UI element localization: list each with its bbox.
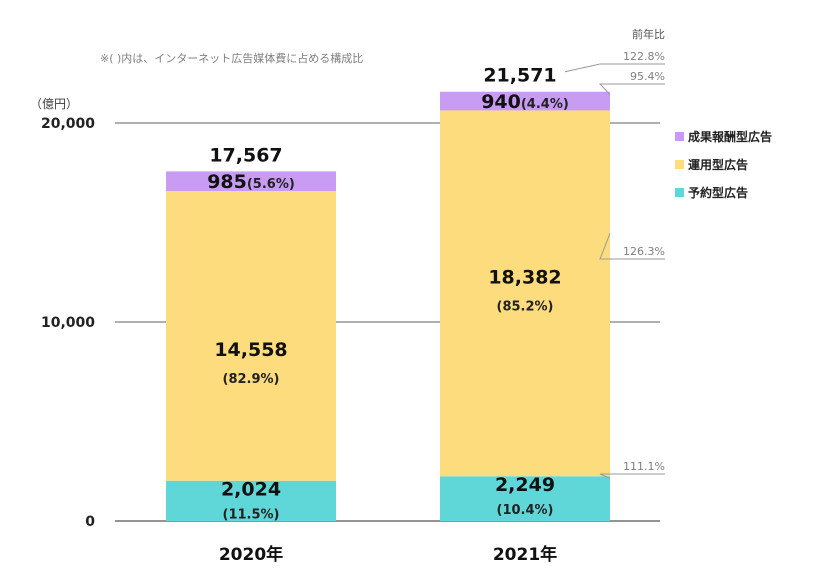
yoy-header: 前年比 [632, 27, 665, 41]
legend-label: 予約型広告 [688, 185, 748, 200]
data-label: 940(4.4%) [481, 91, 569, 113]
share-label: (5.6%) [247, 177, 295, 192]
data-label-value: 985 [207, 171, 247, 193]
share-label: (11.5%) [223, 508, 280, 523]
bar-segment [166, 480, 336, 521]
data-label-value: 940 [481, 91, 521, 113]
bar-segment [166, 191, 336, 481]
data-label: 2,024 [221, 479, 281, 501]
data-label: 14,558 [214, 339, 287, 361]
yoy-label: 122.8% [623, 50, 665, 63]
unit-label: （億円） [30, 97, 78, 111]
bar-segment [440, 476, 610, 521]
yoy-leader-line [599, 233, 665, 260]
x-tick-label: 2021年 [493, 544, 557, 565]
x-tick-label: 2020年 [219, 544, 283, 565]
data-label: 985(5.6%) [207, 171, 295, 193]
yoy-leader-line [598, 83, 665, 96]
x-axis: 2020年 2021年 [219, 544, 557, 565]
legend-label: 成果報酬型広告 [688, 129, 772, 144]
y-tick-label: 20,000 [41, 116, 95, 132]
share-label: (4.4%) [521, 97, 569, 112]
yoy-label: 95.4% [630, 70, 665, 83]
bar-segment [440, 91, 610, 111]
total-label: 21,571 [483, 65, 556, 87]
share-label: (82.9%) [223, 372, 280, 387]
yoy-annotations: 122.8% 95.4% 126.3% 111.1% [564, 50, 665, 479]
bar-segment [440, 110, 610, 477]
y-tick-label: 10,000 [41, 315, 95, 331]
yoy-label: 126.3% [623, 245, 665, 258]
yoy-label: 111.1% [623, 460, 665, 473]
y-axis: 0 10,000 20,000 [41, 116, 95, 530]
legend-swatch [675, 132, 684, 141]
y-tick-label: 0 [85, 514, 95, 530]
data-label: 2,249 [495, 474, 555, 496]
total-label: 17,567 [209, 144, 282, 166]
share-label: (10.4%) [497, 503, 554, 518]
legend-label: 運用型広告 [688, 157, 748, 172]
share-label: (85.2%) [497, 299, 554, 314]
legend-swatch [675, 188, 684, 197]
legend-swatch [675, 160, 684, 169]
yoy-leader-line [599, 473, 665, 479]
bars [166, 91, 610, 521]
yoy-leader-line [564, 63, 665, 73]
data-label: 18,382 [488, 266, 561, 288]
bar-labels: 2,024 (11.5%) 14,558 (82.9%) 985(5.6%) 17,567… [207, 65, 569, 523]
composition-note: ※( )内は、インターネット広告媒体費に占める構成比 [100, 51, 363, 65]
bar-segment [166, 171, 336, 192]
